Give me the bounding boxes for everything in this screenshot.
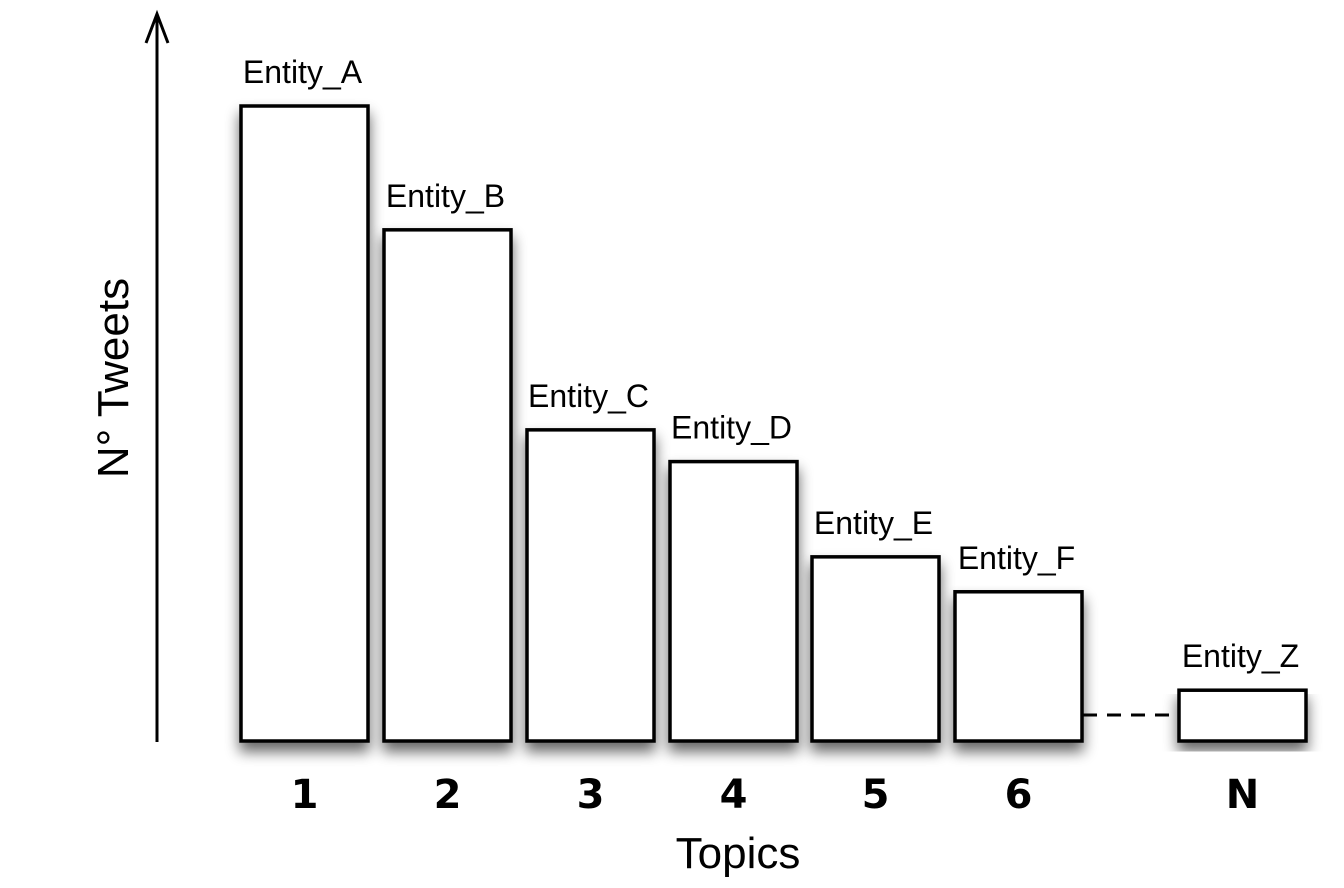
bar-4 bbox=[668, 459, 799, 743]
bar-label-5: Entity_E bbox=[814, 505, 933, 541]
bars-group bbox=[239, 104, 1308, 743]
bar-3 bbox=[525, 428, 656, 743]
x-tick-label-N: N bbox=[1226, 772, 1259, 818]
x-tick-labels-group: 1 2 3 4 5 6 N bbox=[291, 772, 1260, 818]
x-tick-label-1: 1 bbox=[291, 772, 319, 818]
x-tick-label-2: 2 bbox=[434, 772, 462, 818]
x-tick-label-4: 4 bbox=[720, 772, 748, 818]
x-tick-label-5: 5 bbox=[862, 772, 890, 818]
bar-label-2: Entity_B bbox=[386, 178, 505, 214]
bar-labels-group: Entity_A Entity_B Entity_C Entity_D Entity_E… bbox=[243, 54, 1299, 674]
x-tick-label-3: 3 bbox=[577, 772, 605, 818]
bar-6 bbox=[953, 590, 1084, 743]
bar-label-4: Entity_D bbox=[671, 410, 792, 446]
bar-N bbox=[1177, 688, 1308, 743]
bar-2 bbox=[382, 228, 513, 743]
bar-5 bbox=[810, 555, 941, 743]
bar-label-N: Entity_Z bbox=[1182, 638, 1299, 674]
bar-label-6: Entity_F bbox=[958, 540, 1075, 576]
bar-1 bbox=[239, 104, 370, 743]
y-axis-title: N° Tweets bbox=[89, 278, 138, 478]
bar-label-3: Entity_C bbox=[528, 378, 649, 414]
y-axis-arrowhead bbox=[144, 9, 170, 44]
x-axis-title: Topics bbox=[676, 829, 801, 878]
x-tick-label-6: 6 bbox=[1005, 772, 1033, 818]
bar-label-1: Entity_A bbox=[243, 54, 363, 90]
